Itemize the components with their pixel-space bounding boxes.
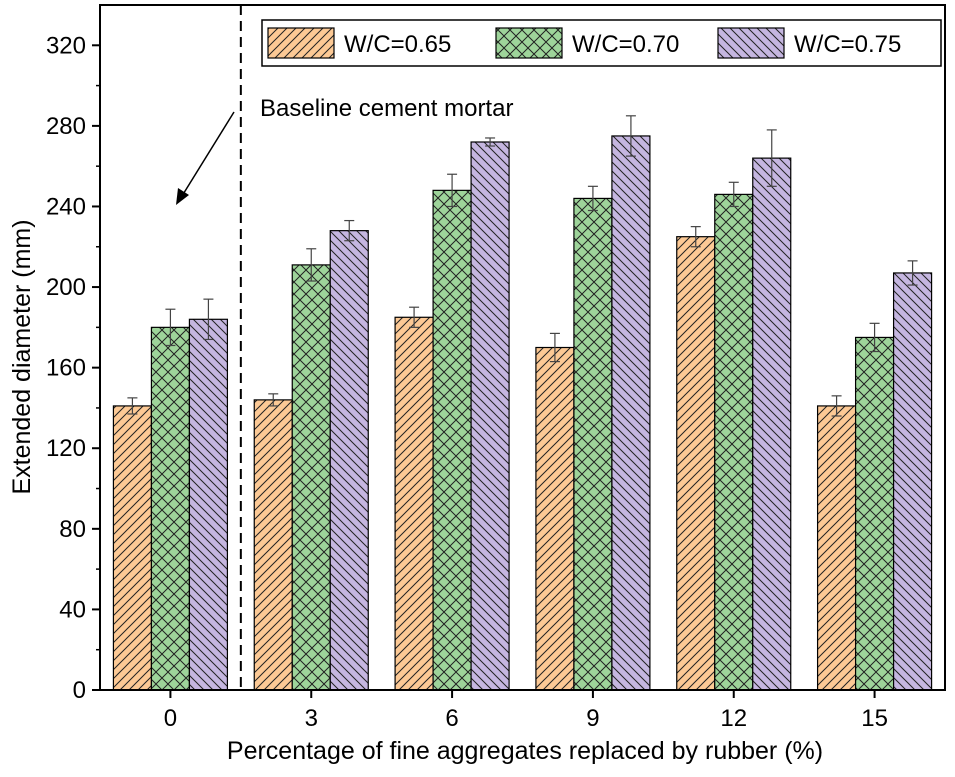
x-tick-label: 0	[164, 705, 177, 732]
y-tick-label: 160	[46, 355, 86, 382]
bar-hatch-w-c-0-70-6	[432, 189, 472, 691]
bar-hatch-w-c-0-75-6	[470, 141, 510, 691]
error-bar-w-c-0-70-12	[728, 181, 739, 208]
bar-hatch-w-c-0-65-9	[535, 346, 575, 691]
x-tick-label: 9	[586, 705, 599, 732]
error-bar-w-c-0-70-3	[306, 248, 317, 282]
bar-hatch-w-c-0-65-0	[112, 405, 153, 691]
bar-hatch-w-c-0-75-12	[752, 157, 792, 691]
error-bar-w-c-0-65-9	[549, 332, 560, 363]
bar-hatch-w-c-0-75-9	[611, 135, 651, 691]
bar-hatch-w-c-0-70-9	[573, 197, 613, 691]
bar-hatch-w-c-0-65-15	[816, 405, 857, 691]
bar-hatch-w-c-0-65-12	[676, 236, 716, 691]
error-bar-w-c-0-70-9	[587, 185, 598, 212]
bar-hatch-w-c-0-70-3	[291, 264, 331, 691]
error-bar-w-c-0-65-6	[409, 306, 420, 328]
x-tick-label: 6	[445, 705, 458, 732]
annotation-arrow-head	[176, 188, 189, 205]
legend-label: W/C=0.75	[794, 31, 901, 58]
y-tick-label: 200	[46, 274, 86, 301]
bar-hatch-w-c-0-75-15	[892, 272, 933, 691]
baseline-annotation: Baseline cement mortar	[176, 95, 513, 205]
bar-hatch-w-c-0-70-0	[150, 326, 191, 691]
error-bar-w-c-0-65-15	[831, 395, 842, 417]
error-bar-w-c-0-75-15	[907, 260, 918, 286]
error-bar-w-c-0-75-0	[203, 298, 214, 341]
bar-hatch-w-c-0-65-3	[253, 399, 293, 691]
bar-hatch-w-c-0-70-12	[714, 193, 754, 691]
error-bar-w-c-0-65-3	[268, 393, 279, 407]
legend-swatch-w-c-0-65	[267, 27, 335, 59]
error-bar-w-c-0-75-12	[766, 129, 777, 187]
error-bar-w-c-0-70-6	[447, 173, 458, 208]
legend-label: W/C=0.65	[344, 31, 451, 58]
bar-hatch-w-c-0-70-15	[854, 336, 895, 691]
x-tick-label: 12	[720, 705, 747, 732]
bar-hatch-w-c-0-75-3	[329, 230, 369, 691]
error-bar-w-c-0-75-6	[485, 137, 496, 147]
y-tick-label: 320	[46, 32, 86, 59]
x-axis: 0 3 6 9 12 15	[164, 690, 888, 732]
legend: W/C=0.65 W/C=0.70 W/C=0.75	[261, 19, 942, 67]
error-bars-group	[127, 115, 918, 417]
y-tick-label: 120	[46, 435, 86, 462]
legend-swatch-w-c-0-75	[717, 27, 785, 59]
x-tick-label: 3	[305, 705, 318, 732]
annotation-label: Baseline cement mortar	[260, 95, 513, 122]
error-bar-w-c-0-70-0	[165, 308, 176, 347]
x-tick-label: 15	[861, 705, 888, 732]
bars-group	[112, 135, 933, 691]
y-axis: 0 40 80 120 160 200 240 280 320	[46, 32, 100, 704]
bar-hatch-w-c-0-75-0	[188, 318, 229, 691]
error-bar-w-c-0-75-9	[625, 115, 636, 157]
y-tick-label: 40	[59, 596, 86, 623]
x-axis-title: Percentage of fine aggregates replaced b…	[227, 737, 823, 765]
error-bar-w-c-0-65-0	[127, 397, 138, 415]
y-axis-title: Extended diameter (mm)	[8, 219, 36, 494]
bar-hatch-w-c-0-65-6	[394, 316, 434, 691]
plot-frame	[99, 4, 946, 691]
y-tick-label: 280	[46, 113, 86, 140]
legend-frame	[261, 19, 942, 67]
y-tick-label: 0	[73, 677, 86, 704]
error-bar-w-c-0-75-3	[344, 219, 355, 242]
error-bar-w-c-0-65-12	[690, 226, 701, 248]
legend-label: W/C=0.70	[572, 31, 679, 58]
y-tick-label: 80	[59, 516, 86, 543]
annotation-arrow-line	[181, 111, 235, 197]
y-tick-label: 240	[46, 193, 86, 220]
error-bar-w-c-0-70-15	[869, 322, 880, 353]
legend-swatch-w-c-0-70	[495, 27, 563, 59]
